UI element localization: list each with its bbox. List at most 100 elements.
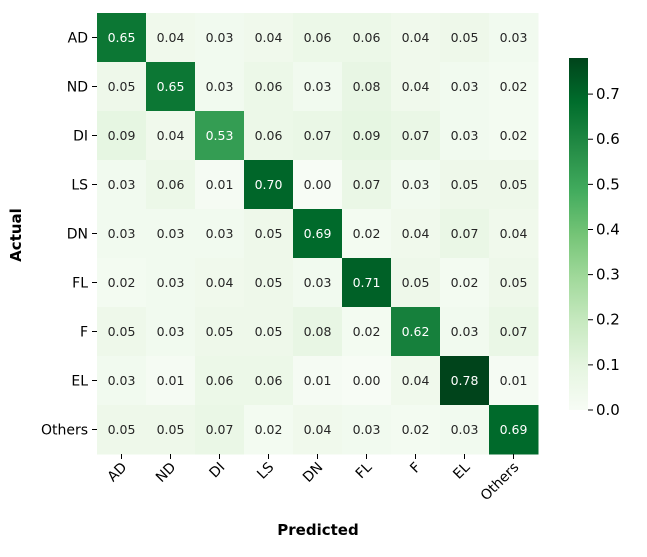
cell-value-label: 0.01 (157, 373, 185, 388)
x-tick-label: FL (353, 459, 376, 482)
heatmap-cell (342, 307, 392, 357)
heatmap-cell (146, 13, 196, 63)
x-tick-label: ND (153, 460, 179, 486)
cell-value-label: 0.07 (451, 226, 479, 241)
heatmap-cell (342, 62, 392, 112)
cell-value-label: 0.69 (500, 422, 528, 437)
heatmap-cell (391, 307, 441, 357)
cell-value-label: 0.78 (451, 373, 479, 388)
heatmap-cell (97, 356, 147, 406)
cell-value-label: 0.06 (255, 373, 283, 388)
heatmap-cell (391, 405, 441, 455)
cell-value-label: 0.03 (451, 128, 479, 143)
cell-value-label: 0.05 (108, 422, 136, 437)
cell-value-label: 0.07 (206, 422, 234, 437)
heatmap-cell (293, 405, 343, 455)
cell-value-label: 0.05 (108, 324, 136, 339)
y-tick-label: AD (68, 31, 88, 47)
heatmap-cell (293, 356, 343, 406)
x-tick-labels: AD ND DI LS DN FL F EL Others (105, 454, 523, 505)
heatmap-cell (195, 160, 245, 210)
cell-value-label: 0.03 (402, 177, 430, 192)
heatmap-cell (489, 13, 539, 63)
cell-value-label: 0.02 (500, 79, 528, 94)
heatmap-cell (440, 258, 490, 308)
heatmap-cell (440, 307, 490, 357)
heatmap-cell (195, 209, 245, 259)
cell-value-label: 0.01 (206, 177, 234, 192)
cell-value-label: 0.06 (206, 373, 234, 388)
heatmap-cell (195, 258, 245, 308)
heatmap-cell (489, 62, 539, 112)
heatmap-cell (440, 160, 490, 210)
cell-value-label: 0.05 (206, 324, 234, 339)
heatmap-cell (146, 209, 196, 259)
cell-value-label: 0.06 (157, 177, 185, 192)
cell-value-label: 0.05 (108, 79, 136, 94)
cell-value-label: 0.65 (157, 79, 185, 94)
y-tick-label: FL (72, 276, 88, 292)
heatmap-cell (489, 258, 539, 308)
cell-value-label: 0.05 (451, 30, 479, 45)
cell-value-label: 0.07 (304, 128, 332, 143)
cell-value-label: 0.05 (500, 275, 528, 290)
cell-value-label: 0.03 (206, 226, 234, 241)
cell-value-label: 0.04 (157, 128, 185, 143)
cell-value-label: 0.04 (500, 226, 528, 241)
heatmap-cell (489, 111, 539, 161)
colorbar-tick-label: 0.4 (596, 220, 620, 238)
cell-value-label: 0.02 (353, 226, 381, 241)
heatmap-cell (440, 13, 490, 63)
colorbar-tick-label: 0.1 (596, 356, 620, 374)
cell-value-label: 0.03 (157, 324, 185, 339)
x-tick-label: DI (206, 460, 228, 482)
cell-value-label: 0.05 (157, 422, 185, 437)
heatmap-cell (195, 307, 245, 357)
heatmap-cell (342, 258, 392, 308)
heatmap-cell (195, 13, 245, 63)
heatmap-cell (391, 258, 441, 308)
x-tick-label: EL (450, 459, 473, 482)
x-tick-label: Others (478, 460, 523, 505)
cell-value-label: 0.02 (353, 324, 381, 339)
cell-value-label: 0.02 (108, 275, 136, 290)
cell-value-label: 0.02 (451, 275, 479, 290)
cell-value-label: 0.08 (304, 324, 332, 339)
heatmap-cell (440, 356, 490, 406)
cell-value-label: 0.09 (353, 128, 381, 143)
cell-value-label: 0.53 (206, 128, 234, 143)
cell-value-label: 0.05 (255, 226, 283, 241)
cell-value-label: 0.02 (500, 128, 528, 143)
cell-value-label: 0.04 (402, 79, 430, 94)
heatmap-cell (97, 258, 147, 308)
cell-value-label: 0.03 (451, 324, 479, 339)
colorbar-gradient (569, 58, 588, 410)
heatmap-cell (391, 160, 441, 210)
cell-value-label: 0.02 (402, 422, 430, 437)
cell-value-label: 0.07 (402, 128, 430, 143)
heatmap-cell (293, 160, 343, 210)
cell-value-label: 0.05 (500, 177, 528, 192)
cell-value-label: 0.05 (255, 324, 283, 339)
y-tick-label: ND (67, 80, 88, 96)
cell-value-label: 0.69 (304, 226, 332, 241)
heatmap-cell (195, 111, 245, 161)
heatmap-cell (97, 307, 147, 357)
heatmap-cell (342, 160, 392, 210)
heatmap-cell (97, 62, 147, 112)
heatmap-cell (391, 62, 441, 112)
heatmap-cell (489, 405, 539, 455)
cell-value-label: 0.62 (402, 324, 430, 339)
x-axis-title: Predicted (277, 521, 358, 539)
colorbar-tick-label: 0.7 (596, 85, 620, 103)
cell-value-label: 0.03 (451, 79, 479, 94)
cell-value-label: 0.00 (353, 373, 381, 388)
cell-value-label: 0.08 (353, 79, 381, 94)
y-tick-label: LS (71, 178, 88, 194)
cell-value-label: 0.06 (255, 79, 283, 94)
heatmap-cell (293, 111, 343, 161)
heatmap-cell (146, 160, 196, 210)
cell-value-label: 0.00 (304, 177, 332, 192)
cell-value-label: 0.03 (451, 422, 479, 437)
